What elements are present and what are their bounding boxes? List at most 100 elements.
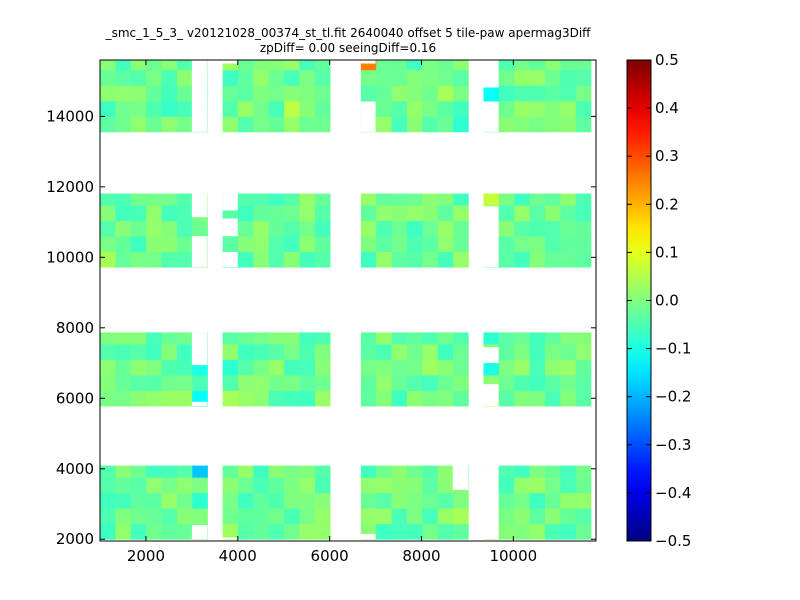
heatmap-cell — [238, 236, 254, 253]
heatmap-cell — [222, 359, 239, 376]
heatmap-cell — [453, 332, 469, 345]
heatmap-cell — [299, 220, 316, 237]
chart-title: _smc_1_5_3_ v20121028_00374_st_tl.fit 26… — [105, 26, 592, 40]
heatmap-cell — [560, 390, 577, 407]
heatmap-cell — [314, 116, 331, 133]
heatmap-cell — [146, 477, 162, 494]
heatmap-cell — [453, 205, 469, 222]
empty-region — [452, 465, 469, 490]
colorbar-tick-label: 0.5 — [655, 51, 679, 69]
colorbar-tick-label: −0.1 — [655, 340, 691, 358]
heatmap-cell — [146, 205, 162, 222]
heatmap-cell — [545, 492, 561, 509]
heatmap-cell — [115, 251, 132, 268]
heatmap-cell — [115, 60, 132, 71]
heatmap-cell — [437, 100, 454, 117]
heatmap-cell — [253, 100, 270, 117]
heatmap-cell — [560, 344, 577, 360]
heatmap-cell — [222, 344, 239, 360]
heatmap-cell — [314, 236, 331, 253]
heatmap-cell — [376, 492, 393, 509]
heatmap-cell — [238, 492, 254, 509]
heatmap-cell — [284, 193, 300, 206]
colorbar-tick-label: 0.4 — [655, 99, 679, 117]
heatmap-cell — [146, 465, 162, 478]
heatmap-cell — [161, 508, 178, 525]
heatmap-cell — [376, 344, 393, 360]
heatmap-cell — [222, 465, 239, 478]
empty-region — [222, 218, 238, 237]
heatmap-cell — [130, 477, 147, 494]
heatmap-cell — [529, 344, 546, 360]
heatmap-cell — [376, 359, 393, 376]
heatmap-cell — [407, 375, 423, 391]
heatmap-cell — [146, 359, 162, 376]
heatmap-cell — [545, 344, 561, 360]
heatmap-cell — [314, 220, 331, 237]
empty-region — [483, 384, 499, 407]
heatmap-cell — [360, 251, 377, 268]
heatmap-cell — [360, 390, 377, 407]
heatmap-cell — [115, 332, 132, 345]
heatmap-cell — [284, 236, 300, 253]
heatmap-cell — [529, 69, 546, 86]
heatmap-cell — [575, 236, 592, 253]
heatmap-cell — [407, 60, 423, 71]
heatmap-cell — [514, 193, 531, 206]
heatmap-cell — [176, 477, 193, 494]
heatmap-cell — [422, 85, 439, 102]
heatmap-cell — [560, 523, 577, 540]
heatmap-cell — [268, 220, 285, 237]
heatmap-cell — [314, 251, 331, 268]
heatmap-cell — [453, 523, 469, 540]
y-tick-label: 14000 — [46, 107, 94, 125]
heatmap-cell — [253, 375, 270, 391]
heatmap-cell — [360, 236, 377, 253]
heatmap-cell — [437, 220, 454, 237]
heatmap-cell — [360, 375, 377, 391]
heatmap-cell — [498, 390, 515, 407]
heatmap-cell — [422, 69, 439, 86]
heatmap-cell — [453, 359, 469, 376]
heatmap-cell — [407, 193, 423, 206]
heatmap-cell — [483, 193, 500, 206]
heatmap-cell — [299, 236, 316, 253]
heatmap-cell — [407, 359, 423, 376]
heatmap-cell — [514, 492, 531, 509]
heatmap-cell — [146, 344, 162, 360]
heatmap-cell — [514, 375, 531, 391]
heatmap-cell — [222, 332, 239, 345]
heatmap-cell — [176, 375, 193, 391]
heatmap-cell — [146, 508, 162, 525]
heatmap-cell — [146, 220, 162, 237]
heatmap-cell — [407, 116, 423, 133]
heatmap-cell — [238, 193, 254, 206]
heatmap-cell — [176, 523, 193, 540]
heatmap-cell — [545, 251, 561, 268]
heatmap-cell — [100, 492, 116, 509]
heatmap-cell — [100, 193, 116, 206]
heatmap-cell — [253, 523, 270, 540]
heatmap-cell — [407, 251, 423, 268]
heatmap-cell — [514, 60, 531, 71]
heatmap-cell — [498, 251, 515, 268]
heatmap-cell — [284, 251, 300, 268]
heatmap-cell — [268, 508, 285, 525]
heatmap-cell — [314, 332, 331, 345]
heatmap-cell — [222, 116, 239, 133]
heatmap-cell — [437, 477, 454, 494]
heatmap-cell — [146, 523, 162, 540]
heatmap-cell — [498, 116, 515, 133]
heatmap-cell — [268, 375, 285, 391]
heatmap-cell — [299, 492, 316, 509]
heatmap-cell — [130, 251, 147, 268]
heatmap-cell — [115, 492, 132, 509]
heatmap-cell — [529, 477, 546, 494]
heatmap-cell — [161, 69, 178, 86]
heatmap-cell — [498, 508, 515, 525]
heatmap-cell — [146, 332, 162, 345]
heatmap-cell — [176, 508, 193, 525]
heatmap-cell — [146, 492, 162, 509]
heatmap-cell — [407, 344, 423, 360]
heatmap-cell — [498, 205, 515, 222]
